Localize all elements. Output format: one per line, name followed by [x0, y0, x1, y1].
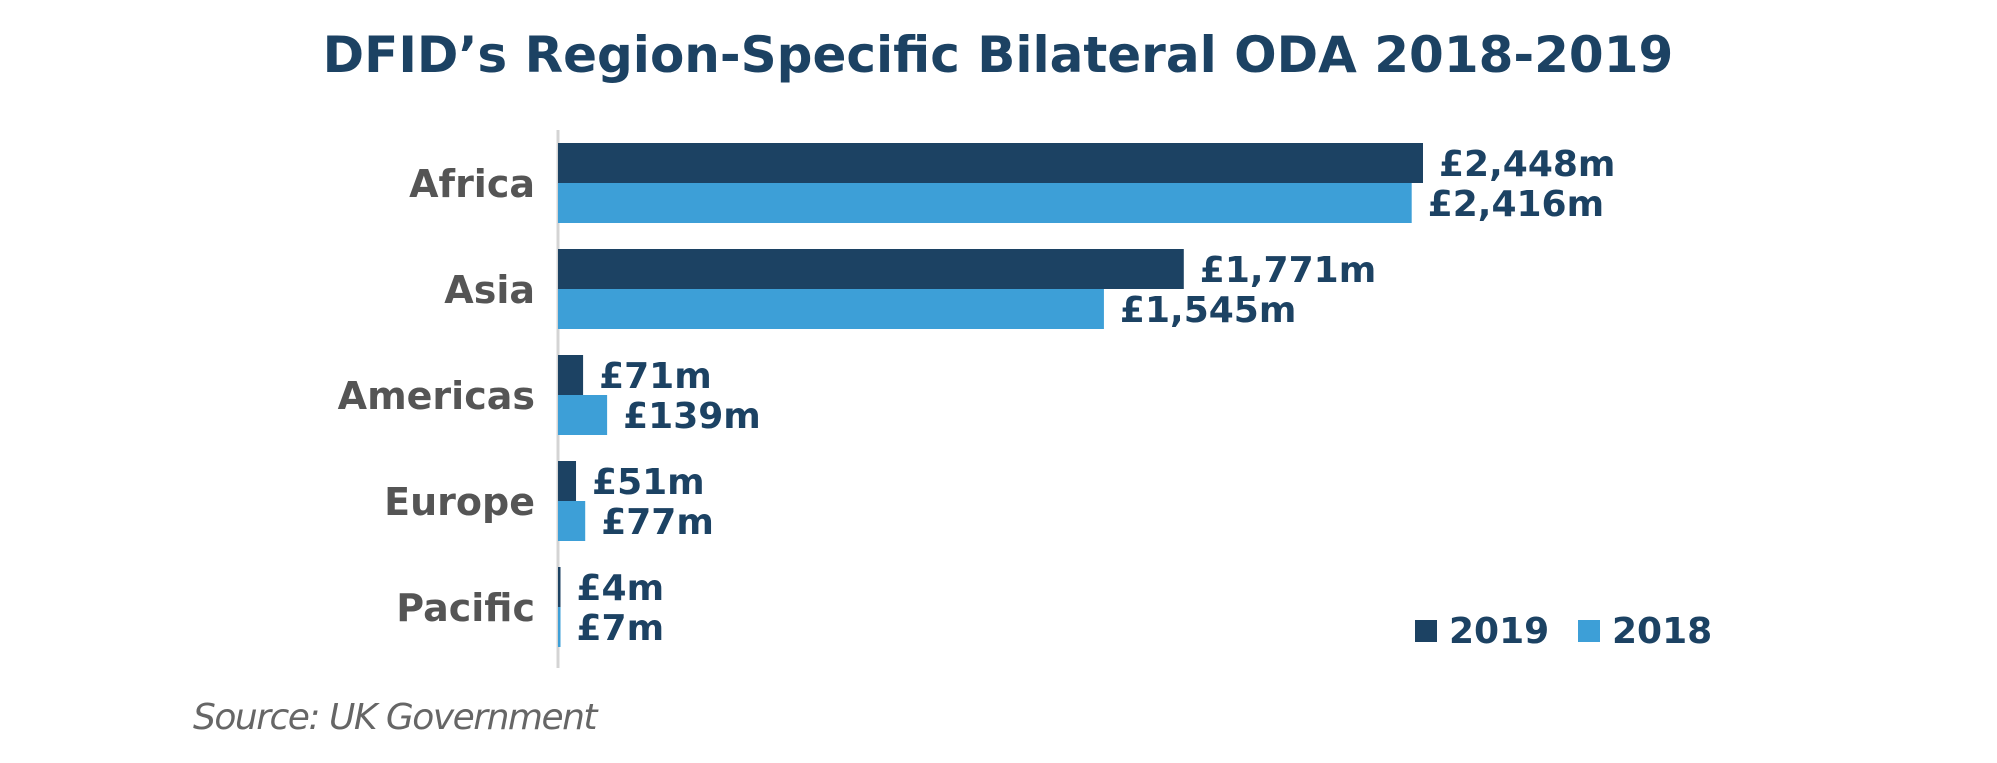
value-label-pacific-2018: £7m	[577, 608, 665, 649]
chart-title: DFID’s Region-Specific Bilateral ODA 201…	[323, 26, 1674, 84]
value-label-americas-2019: £71m	[599, 356, 712, 397]
legend-swatch-2019	[1415, 620, 1437, 642]
bar-pacific-2018	[558, 607, 561, 647]
legend: 2019 2018	[1415, 611, 1712, 652]
bar-americas-2019	[558, 355, 584, 395]
bar-europe-2019	[558, 461, 577, 501]
value-label-pacific-2019: £4m	[577, 568, 665, 609]
category-label-americas: Americas	[338, 374, 535, 418]
value-label-africa-2019: £2,448m	[1439, 144, 1615, 185]
bar-asia-2019	[558, 249, 1184, 289]
value-label-americas-2018: £139m	[623, 396, 761, 437]
category-label-europe: Europe	[384, 480, 535, 524]
bar-americas-2018	[558, 395, 608, 435]
category-label-asia: Asia	[444, 268, 535, 312]
value-label-asia-2019: £1,771m	[1200, 250, 1376, 291]
bars-group: Africa £2,448m£2,416m Asia £1,771m£1,545m Am…	[338, 143, 1615, 649]
legend-swatch-2018	[1578, 620, 1600, 642]
source-note: Source: UK Government	[193, 697, 599, 738]
value-label-europe-2019: £51m	[592, 462, 705, 503]
value-label-asia-2018: £1,545m	[1120, 290, 1296, 331]
bar-pacific-2019	[558, 567, 561, 607]
bar-africa-2018	[558, 183, 1412, 223]
bar-europe-2018	[558, 501, 586, 541]
value-label-africa-2018: £2,416m	[1428, 184, 1604, 225]
legend-label-2019: 2019	[1449, 611, 1549, 652]
category-label-africa: Africa	[409, 162, 535, 206]
legend-label-2018: 2018	[1612, 611, 1712, 652]
bar-asia-2018	[558, 289, 1104, 329]
bar-africa-2019	[558, 143, 1423, 183]
value-label-europe-2018: £77m	[601, 502, 714, 543]
category-label-pacific: Pacific	[396, 586, 535, 630]
